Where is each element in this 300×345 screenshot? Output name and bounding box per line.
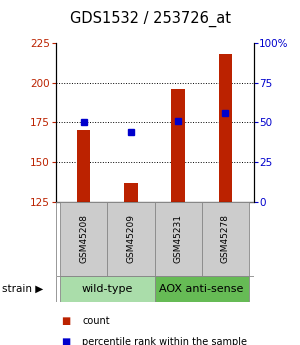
Bar	[60, 276, 154, 302]
Text: GSM45209: GSM45209	[126, 214, 135, 264]
Bar	[172, 89, 185, 202]
Text: wild-type: wild-type	[82, 284, 133, 294]
Text: ■: ■	[61, 337, 71, 345]
Bar	[107, 202, 154, 276]
Text: GSM45231: GSM45231	[174, 214, 183, 264]
Text: AOX anti-sense: AOX anti-sense	[160, 284, 244, 294]
Bar	[154, 202, 202, 276]
Bar	[154, 276, 249, 302]
Text: GSM45208: GSM45208	[79, 214, 88, 264]
Text: percentile rank within the sample: percentile rank within the sample	[82, 337, 247, 345]
Text: strain ▶: strain ▶	[2, 284, 43, 294]
Text: ■: ■	[61, 316, 71, 326]
Bar	[77, 130, 90, 202]
Text: GSM45278: GSM45278	[221, 214, 230, 264]
Bar	[124, 183, 137, 202]
Bar	[202, 202, 249, 276]
Text: GDS1532 / 253726_at: GDS1532 / 253726_at	[70, 11, 230, 27]
Text: count: count	[82, 316, 110, 326]
Bar	[60, 202, 107, 276]
Bar	[219, 54, 232, 202]
